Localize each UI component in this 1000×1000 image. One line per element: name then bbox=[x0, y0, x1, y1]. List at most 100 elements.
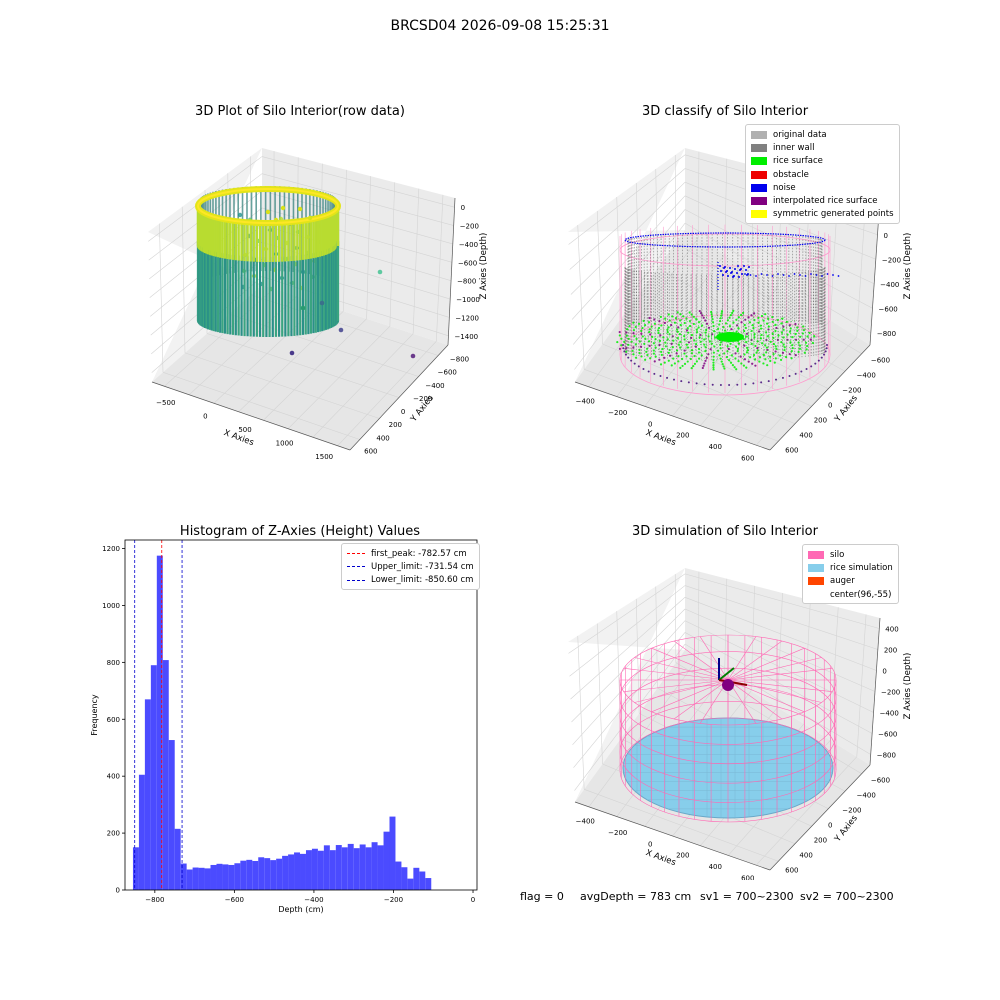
data-point bbox=[640, 355, 643, 358]
data-point bbox=[650, 327, 731, 338]
data-point bbox=[797, 350, 800, 354]
data-point bbox=[662, 336, 665, 339]
data-point bbox=[640, 329, 643, 332]
data-point bbox=[643, 323, 647, 327]
data-point bbox=[697, 321, 701, 324]
legend-swatch bbox=[751, 157, 767, 166]
grid-line bbox=[588, 238, 699, 388]
hist-bar bbox=[353, 848, 360, 890]
data-point bbox=[702, 364, 705, 367]
y-tick-label: 0 bbox=[828, 822, 832, 830]
data-point bbox=[712, 368, 715, 371]
data-point bbox=[765, 338, 768, 342]
data-point bbox=[729, 311, 745, 338]
z-tick-label: 200 bbox=[884, 647, 897, 655]
data-point bbox=[623, 350, 626, 353]
data-point bbox=[668, 354, 672, 357]
legend-swatch bbox=[808, 577, 824, 586]
data-point bbox=[775, 347, 778, 350]
data-point bbox=[683, 349, 686, 352]
data-point bbox=[664, 317, 667, 320]
data-point bbox=[677, 343, 680, 346]
data-point bbox=[725, 271, 727, 273]
data-point bbox=[673, 378, 675, 381]
data-point bbox=[678, 332, 682, 336]
data-point bbox=[690, 349, 694, 352]
data-point bbox=[755, 351, 758, 354]
data-point bbox=[685, 343, 688, 346]
grid-line bbox=[184, 352, 380, 419]
y-tick-label: 200 bbox=[107, 830, 120, 838]
data-point bbox=[790, 357, 793, 360]
legend-entry: silo bbox=[808, 548, 893, 561]
data-point bbox=[709, 348, 712, 351]
data-point bbox=[767, 317, 770, 320]
silo-wireframe bbox=[727, 668, 833, 681]
data-point bbox=[805, 344, 809, 348]
hist-bar bbox=[288, 854, 295, 890]
y-tick-label: 200 bbox=[389, 421, 402, 429]
data-point bbox=[644, 337, 647, 341]
data-point bbox=[780, 322, 783, 325]
grid-line bbox=[162, 372, 360, 440]
data-point bbox=[710, 342, 713, 345]
data-point bbox=[748, 321, 752, 324]
data-point bbox=[638, 352, 641, 355]
data-point bbox=[698, 336, 701, 339]
data-point bbox=[694, 343, 698, 346]
data-point bbox=[712, 355, 715, 358]
data-point bbox=[237, 212, 243, 218]
hist-bar bbox=[192, 867, 199, 890]
data-point bbox=[734, 345, 738, 348]
data-point bbox=[777, 334, 780, 337]
data-point bbox=[729, 267, 731, 269]
data-point bbox=[788, 275, 790, 277]
silo-wireframe bbox=[727, 679, 783, 720]
grid-line bbox=[573, 209, 686, 345]
y-tick-label: 0 bbox=[116, 887, 120, 895]
legend-entry: auger bbox=[808, 575, 893, 588]
data-point bbox=[679, 319, 682, 322]
data-point bbox=[666, 330, 669, 334]
data-point bbox=[653, 360, 656, 363]
data-point bbox=[727, 347, 730, 351]
data-point bbox=[377, 269, 383, 275]
data-point bbox=[739, 269, 741, 271]
x-tick-label: −500 bbox=[156, 399, 175, 407]
data-point bbox=[654, 337, 657, 341]
data-point bbox=[666, 338, 669, 341]
legend-line bbox=[347, 566, 365, 568]
data-point bbox=[624, 353, 627, 356]
data-point bbox=[745, 366, 748, 369]
z-tick-label: −1200 bbox=[455, 314, 479, 322]
data-point bbox=[623, 340, 626, 343]
legend-label: interpolated rice surface bbox=[773, 196, 878, 207]
data-point bbox=[653, 322, 656, 325]
data-point bbox=[745, 351, 749, 354]
x-tick-label: 400 bbox=[709, 443, 722, 451]
hist-bar bbox=[347, 843, 354, 890]
y-tick-label: 200 bbox=[814, 837, 827, 845]
data-point bbox=[810, 273, 812, 275]
data-point bbox=[683, 321, 686, 325]
x-tick-label: 0 bbox=[648, 840, 652, 848]
grid-line bbox=[684, 608, 876, 692]
data-point bbox=[692, 322, 695, 326]
hist-bar bbox=[186, 869, 193, 890]
z-axis-line bbox=[447, 197, 456, 346]
data-point bbox=[689, 357, 692, 361]
hist-bar bbox=[264, 858, 271, 890]
data-point bbox=[670, 364, 673, 367]
grid-line bbox=[755, 756, 858, 866]
data-point bbox=[750, 342, 753, 346]
y-tick-label: −200 bbox=[413, 395, 432, 403]
data-point bbox=[745, 335, 748, 338]
hist-bar bbox=[305, 850, 312, 890]
y-tick-label: −600 bbox=[871, 777, 890, 785]
data-point bbox=[737, 360, 740, 363]
data-point bbox=[697, 351, 701, 354]
data-point bbox=[811, 341, 815, 345]
data-point bbox=[736, 347, 740, 350]
data-point bbox=[752, 382, 755, 385]
